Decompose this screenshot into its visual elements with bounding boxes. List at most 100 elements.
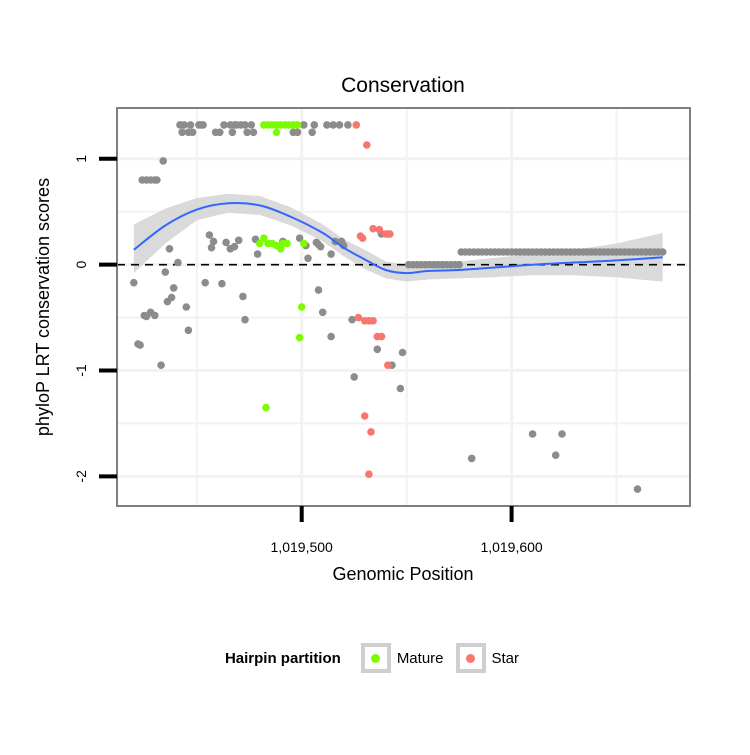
other-point [178, 128, 186, 137]
mature-point [283, 239, 291, 248]
y-tick-label: -2 [73, 470, 89, 483]
star-point [384, 361, 392, 370]
star-point [386, 230, 394, 238]
other-point [153, 176, 161, 184]
other-point [323, 121, 331, 129]
chart-title: Conservation [341, 74, 465, 97]
other-point [633, 485, 642, 493]
mature-point [262, 403, 270, 412]
x-tick-label: 1,019,500 [271, 539, 333, 555]
other-point [329, 121, 338, 129]
other-point [188, 128, 197, 137]
mature-point [293, 121, 302, 129]
other-point [373, 345, 382, 354]
other-point [167, 293, 176, 302]
other-point [159, 157, 167, 165]
other-point [295, 234, 304, 242]
mature-point [272, 128, 281, 137]
other-point [151, 311, 159, 320]
legend-key-mature [360, 643, 391, 673]
legend-dot-icon [371, 653, 381, 663]
mature-point [300, 239, 308, 248]
other-point [165, 245, 174, 253]
other-point [241, 121, 249, 129]
other-point [182, 303, 191, 311]
mature-point [297, 303, 306, 311]
star-point [354, 313, 363, 322]
other-point [293, 128, 302, 137]
x-tick-label: 1,019,600 [480, 539, 542, 555]
other-point [239, 292, 247, 301]
other-point [234, 236, 243, 245]
other-point [396, 384, 405, 393]
smooth-curve [133, 202, 663, 275]
other-point [243, 128, 251, 137]
other-point [169, 284, 178, 292]
other-point [314, 286, 323, 294]
y-tick-label: 1 [73, 155, 89, 163]
y-tick-label: -1 [73, 364, 89, 377]
legend-key-star [455, 643, 486, 673]
other-point [230, 242, 239, 251]
other-point [222, 238, 230, 247]
legend: Hairpin partition Mature Star [0, 640, 750, 676]
other-point [300, 121, 308, 129]
other-point [318, 308, 327, 317]
star-point [365, 470, 373, 479]
other-point [209, 237, 218, 246]
other-point [327, 250, 335, 258]
other-point [228, 128, 237, 137]
points-layer [130, 121, 667, 493]
other-point [174, 258, 182, 267]
grid-lines [117, 108, 690, 506]
other-point [249, 128, 258, 137]
other-point [316, 242, 325, 251]
other-point [551, 451, 560, 460]
star-point [358, 234, 367, 242]
other-point [658, 248, 667, 256]
other-point [241, 315, 249, 324]
other-point [308, 128, 317, 137]
other-point [220, 121, 228, 129]
axes-layer: 1,019,500 1,019,600 1 0 -1 -2 [73, 155, 543, 555]
star-point [363, 141, 371, 149]
other-point [253, 250, 262, 258]
other-point [344, 121, 352, 129]
star-point [352, 121, 361, 129]
other-point [348, 315, 356, 324]
other-point [180, 121, 188, 129]
star-point [375, 225, 384, 234]
other-point [558, 430, 566, 438]
other-point [201, 278, 209, 287]
star-point [360, 412, 369, 420]
other-point [335, 121, 344, 129]
mature-point [295, 333, 304, 342]
other-point [327, 332, 335, 341]
star-point [367, 428, 375, 436]
confidence-band [133, 193, 663, 282]
other-point [184, 326, 193, 335]
mature-point [260, 234, 268, 242]
legend-label-mature: Mature [396, 649, 444, 667]
other-point [218, 279, 226, 288]
other-point [467, 454, 476, 463]
other-point [398, 348, 407, 357]
other-point [161, 268, 170, 276]
plot-panel [117, 108, 690, 506]
legend-title: Hairpin partition [224, 649, 341, 667]
confidence-band-layer [133, 193, 663, 282]
other-point [304, 254, 312, 263]
other-point [157, 361, 165, 370]
legend-dot-icon [466, 653, 475, 663]
smooth-curve-layer [133, 202, 663, 275]
mature-point [255, 239, 264, 248]
legend-label-star: Star [491, 649, 520, 667]
legend-item-star: Star [455, 643, 526, 673]
other-point [216, 128, 224, 137]
other-point [136, 341, 144, 349]
star-point [377, 332, 386, 341]
other-point [207, 243, 216, 252]
other-point [310, 121, 319, 129]
